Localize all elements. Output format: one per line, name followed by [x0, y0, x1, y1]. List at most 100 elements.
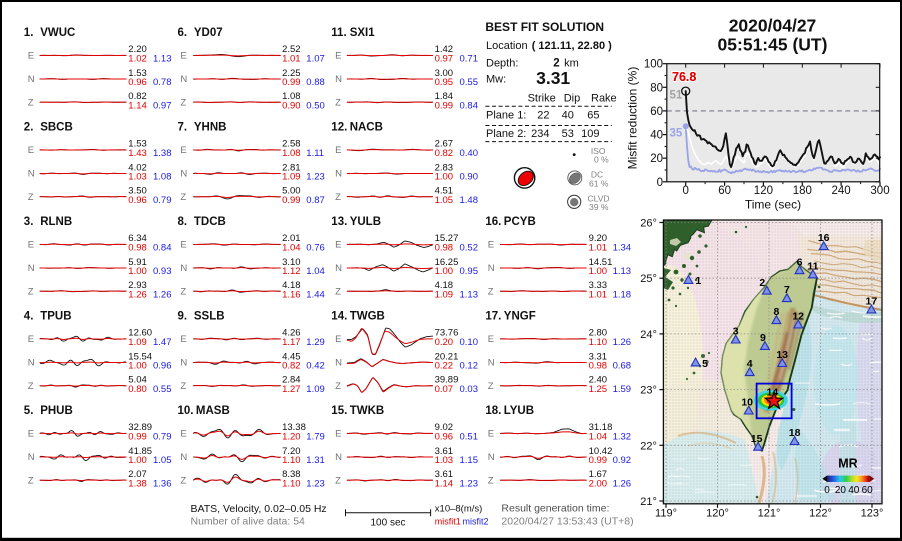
svg-text:N: N: [335, 358, 342, 369]
svg-text:16.25: 16.25: [435, 257, 459, 268]
svg-text:4: 4: [747, 358, 753, 370]
svg-text:0.78: 0.78: [153, 77, 172, 88]
svg-text:13.38: 13.38: [282, 422, 306, 433]
svg-text:E: E: [488, 240, 494, 251]
svg-text:2: 2: [759, 277, 765, 289]
svg-text:14.: 14.: [331, 310, 347, 322]
svg-text:BEST FIT SOLUTION: BEST FIT SOLUTION: [485, 20, 604, 34]
svg-text:N: N: [488, 358, 495, 369]
svg-text:21°: 21°: [640, 496, 657, 508]
svg-text:73.76: 73.76: [435, 328, 459, 339]
svg-text:SBCB: SBCB: [40, 121, 73, 133]
svg-text:Z: Z: [180, 192, 186, 203]
svg-text:14: 14: [767, 386, 779, 398]
svg-text:E: E: [180, 145, 186, 156]
svg-text:80: 80: [650, 82, 663, 94]
svg-text:N: N: [28, 169, 35, 180]
svg-text:3.: 3.: [24, 216, 34, 228]
svg-text:4.02: 4.02: [128, 162, 147, 173]
svg-text:BATS, Velocity, 0.02–0.05 Hz: BATS, Velocity, 0.02–0.05 Hz: [191, 503, 327, 515]
svg-text:Z: Z: [180, 97, 186, 108]
svg-text:Z: Z: [28, 381, 34, 392]
svg-text:0.99: 0.99: [282, 195, 301, 206]
svg-text:2: 2: [553, 58, 559, 70]
svg-text:24°: 24°: [640, 329, 657, 341]
svg-text:Location: Location: [486, 40, 528, 52]
svg-text:0.98: 0.98: [435, 243, 454, 254]
svg-text:4.: 4.: [24, 310, 34, 322]
svg-text:3.10: 3.10: [282, 257, 301, 268]
svg-text:E: E: [28, 429, 34, 440]
svg-text:0.96: 0.96: [128, 195, 147, 206]
svg-text:Z: Z: [488, 381, 494, 392]
svg-text:12.: 12.: [331, 121, 347, 133]
svg-text:YD07: YD07: [194, 27, 223, 39]
svg-text:DC: DC: [591, 170, 603, 180]
svg-text:2.83: 2.83: [435, 162, 454, 173]
svg-text:0: 0: [682, 185, 688, 197]
svg-text:Z: Z: [180, 286, 186, 297]
svg-text:1.07: 1.07: [306, 54, 325, 65]
svg-text:0.84: 0.84: [460, 100, 479, 111]
svg-text:N: N: [180, 263, 187, 274]
svg-text:TPUB: TPUB: [40, 310, 71, 322]
svg-text:0.76: 0.76: [306, 243, 325, 254]
svg-text:14.51: 14.51: [589, 257, 613, 268]
svg-text:40: 40: [650, 130, 663, 142]
svg-text:Z: Z: [28, 286, 34, 297]
svg-text:7.: 7.: [178, 121, 188, 133]
svg-text:N: N: [335, 74, 342, 85]
svg-text:5: 5: [702, 358, 708, 370]
svg-text:0: 0: [824, 485, 830, 496]
svg-text:2.93: 2.93: [128, 280, 147, 291]
svg-text:1.01: 1.01: [589, 289, 608, 300]
svg-text:1.08: 1.08: [282, 91, 301, 102]
svg-text:0.79: 0.79: [153, 432, 172, 443]
svg-text:0.80: 0.80: [128, 384, 147, 395]
svg-text:E: E: [335, 429, 341, 440]
svg-text:N: N: [335, 452, 342, 463]
svg-text:123°: 123°: [861, 508, 884, 520]
svg-text:0.82: 0.82: [282, 361, 301, 372]
svg-text:0.42: 0.42: [306, 361, 325, 372]
svg-text:1.44: 1.44: [306, 289, 325, 300]
svg-text:2.00: 2.00: [589, 478, 608, 489]
svg-text:3.61: 3.61: [435, 446, 454, 457]
svg-text:32.89: 32.89: [128, 422, 152, 433]
svg-text:7: 7: [784, 284, 790, 296]
svg-text:5.: 5.: [24, 405, 34, 417]
svg-text:40: 40: [562, 110, 574, 122]
svg-text:0.50: 0.50: [306, 100, 325, 111]
svg-text:1.00: 1.00: [435, 266, 454, 277]
svg-text:2.07: 2.07: [128, 469, 147, 480]
svg-text:0.92: 0.92: [613, 455, 632, 466]
svg-text:Z: Z: [180, 381, 186, 392]
svg-text:1.00: 1.00: [589, 266, 608, 277]
svg-text:Plane 1:: Plane 1:: [486, 110, 526, 122]
svg-text:1.01: 1.01: [589, 243, 608, 254]
svg-text:100: 100: [644, 59, 663, 71]
svg-text:0.51: 0.51: [460, 432, 479, 443]
svg-text:122°: 122°: [809, 508, 832, 520]
svg-text:0.82: 0.82: [435, 148, 454, 159]
svg-text:N: N: [28, 358, 35, 369]
svg-text:2.67: 2.67: [435, 139, 454, 150]
svg-text:1.13: 1.13: [153, 54, 172, 65]
svg-text:E: E: [335, 51, 341, 62]
svg-text:120: 120: [754, 185, 773, 197]
svg-text:1: 1: [695, 275, 701, 287]
svg-text:Z: Z: [180, 475, 186, 486]
svg-text:0.96: 0.96: [153, 361, 172, 372]
svg-text:120°: 120°: [706, 508, 729, 520]
svg-text:0.07: 0.07: [435, 384, 454, 395]
svg-text:1.38: 1.38: [153, 148, 172, 159]
svg-text:E: E: [180, 240, 186, 251]
svg-text:1.05: 1.05: [435, 195, 454, 206]
svg-text:Time (sec): Time (sec): [745, 198, 801, 212]
svg-text:N: N: [180, 452, 187, 463]
svg-text:41.85: 41.85: [128, 446, 152, 457]
svg-text:0.95: 0.95: [435, 77, 454, 88]
svg-text:0.96: 0.96: [435, 432, 454, 443]
svg-text:1.02: 1.02: [128, 54, 147, 65]
svg-text:0.90: 0.90: [460, 172, 479, 183]
